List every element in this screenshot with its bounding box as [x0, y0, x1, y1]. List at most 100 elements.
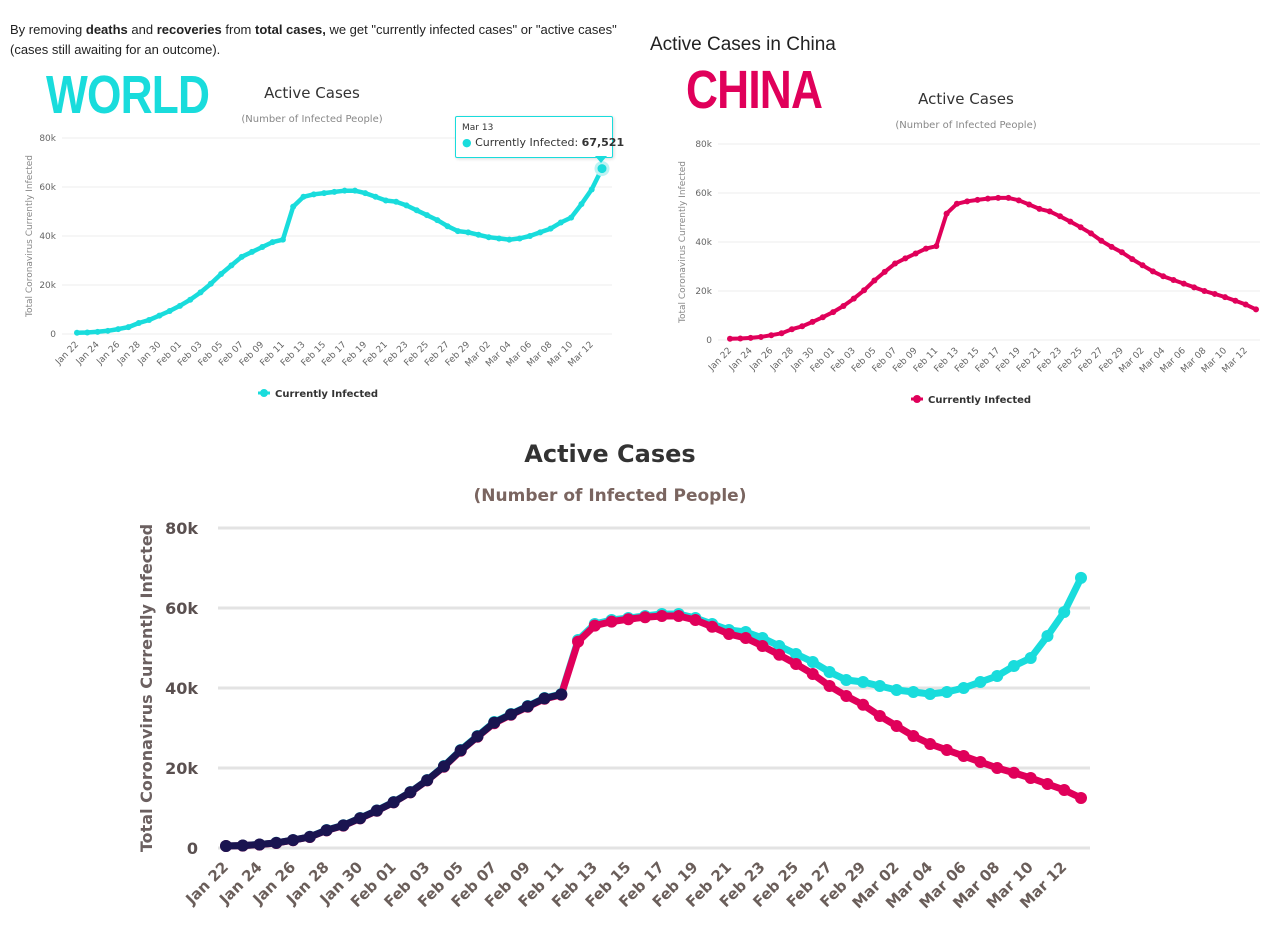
china-data-point[interactable] — [984, 195, 991, 202]
combined-data-point[interactable] — [924, 738, 937, 750]
combined-data-point[interactable] — [1041, 630, 1054, 642]
combined-overlap-point[interactable] — [220, 839, 232, 852]
china-data-point[interactable] — [737, 335, 744, 342]
world-data-point[interactable] — [496, 235, 503, 242]
china-data-point[interactable] — [727, 335, 733, 342]
combined-data-point[interactable] — [840, 690, 853, 702]
combined-data-point[interactable] — [756, 640, 769, 652]
world-data-point[interactable] — [475, 231, 482, 238]
combined-overlap-point[interactable] — [538, 692, 551, 705]
china-data-point[interactable] — [1077, 224, 1084, 231]
combined-overlap-point[interactable] — [421, 774, 434, 787]
china-data-point[interactable] — [1129, 256, 1136, 263]
china-data-point[interactable] — [1180, 280, 1187, 287]
world-data-point[interactable] — [94, 328, 101, 335]
combined-overlap-point[interactable] — [505, 708, 517, 721]
combined-data-point[interactable] — [974, 676, 987, 688]
combined-data-point[interactable] — [706, 620, 719, 633]
world-data-point[interactable] — [526, 233, 533, 239]
world-hover-point[interactable] — [594, 161, 610, 177]
combined-overlap-point[interactable] — [370, 804, 383, 817]
world-data-point[interactable] — [588, 186, 595, 193]
combined-overlap-point[interactable] — [303, 830, 316, 843]
combined-overlap-point[interactable] — [253, 838, 266, 851]
combined-overlap-point[interactable] — [555, 688, 568, 701]
combined-overlap-point[interactable] — [320, 824, 333, 837]
world-data-point[interactable] — [259, 244, 266, 251]
combined-data-point[interactable] — [1007, 766, 1020, 779]
combined-data-point[interactable] — [924, 688, 937, 700]
combined-overlap-point[interactable] — [454, 744, 467, 757]
combined-overlap-point[interactable] — [287, 834, 300, 847]
china-data-point[interactable] — [850, 295, 857, 302]
china-data-point[interactable] — [902, 255, 909, 262]
combined-overlap-point[interactable] — [354, 812, 367, 825]
china-data-point[interactable] — [757, 333, 764, 340]
world-data-point[interactable] — [547, 225, 554, 232]
combined-data-point[interactable] — [739, 632, 752, 644]
combined-data-point[interactable] — [588, 619, 601, 632]
china-data-point[interactable] — [1087, 230, 1094, 237]
combined-data-point[interactable] — [1007, 660, 1020, 672]
combined-data-point[interactable] — [773, 640, 786, 652]
combined-overlap-point[interactable] — [488, 716, 501, 729]
china-data-point[interactable] — [964, 198, 971, 205]
china-data-point[interactable] — [809, 318, 816, 325]
combined-data-point[interactable] — [622, 613, 635, 626]
world-data-point[interactable] — [568, 214, 575, 221]
combined-data-point[interactable] — [940, 744, 953, 756]
world-data-point[interactable] — [321, 190, 328, 197]
world-data-point[interactable] — [146, 317, 153, 324]
combined-data-point[interactable] — [823, 666, 836, 678]
china-data-point[interactable] — [819, 314, 826, 321]
world-data-point[interactable] — [351, 187, 358, 194]
world-data-point[interactable] — [187, 296, 194, 303]
china-data-point[interactable] — [871, 277, 878, 284]
china-data-point[interactable] — [1170, 276, 1177, 283]
combined-data-point[interactable] — [689, 614, 702, 626]
china-data-point[interactable] — [953, 200, 960, 207]
china-data-point[interactable] — [1201, 288, 1208, 294]
china-data-point[interactable] — [747, 334, 754, 341]
world-data-point[interactable] — [413, 207, 420, 214]
china-data-point[interactable] — [830, 309, 837, 316]
world-data-point[interactable] — [238, 253, 245, 260]
china-data-point[interactable] — [1067, 218, 1074, 225]
world-data-point[interactable] — [537, 229, 544, 236]
china-data-point[interactable] — [1005, 194, 1012, 201]
world-data-point[interactable] — [310, 191, 317, 198]
combined-data-point[interactable] — [991, 762, 1004, 774]
world-data-point[interactable] — [578, 201, 585, 208]
combined-data-point[interactable] — [1024, 652, 1037, 664]
china-data-point[interactable] — [933, 243, 940, 250]
china-legend-label[interactable]: Currently Infected — [928, 395, 1031, 406]
china-data-point[interactable] — [861, 287, 868, 294]
world-legend-label[interactable]: Currently Infected — [275, 389, 378, 400]
china-data-point[interactable] — [1191, 284, 1198, 291]
combined-overlap-point[interactable] — [236, 839, 249, 852]
world-data-point[interactable] — [403, 202, 410, 209]
combined-data-point[interactable] — [773, 648, 786, 661]
china-data-point[interactable] — [1253, 306, 1259, 313]
combined-data-point[interactable] — [1041, 778, 1054, 790]
china-data-point[interactable] — [799, 323, 806, 330]
combined-data-point[interactable] — [806, 656, 819, 668]
china-data-point[interactable] — [1057, 213, 1064, 220]
world-data-point[interactable] — [228, 262, 235, 269]
world-data-point[interactable] — [434, 217, 441, 224]
world-data-point[interactable] — [444, 223, 451, 230]
china-data-point[interactable] — [788, 326, 795, 333]
world-data-point[interactable] — [249, 248, 255, 255]
china-data-point[interactable] — [1242, 301, 1249, 308]
combined-data-point[interactable] — [1058, 784, 1071, 796]
combined-data-point[interactable] — [722, 628, 735, 640]
china-data-point[interactable] — [1139, 262, 1146, 269]
world-data-point[interactable] — [362, 190, 369, 197]
china-data-point[interactable] — [974, 196, 981, 203]
world-data-point[interactable] — [269, 239, 276, 246]
world-data-point[interactable] — [454, 228, 461, 235]
world-data-point[interactable] — [197, 289, 204, 296]
combined-data-point[interactable] — [974, 756, 987, 768]
combined-data-point[interactable] — [957, 750, 970, 762]
combined-data-point[interactable] — [605, 615, 618, 628]
